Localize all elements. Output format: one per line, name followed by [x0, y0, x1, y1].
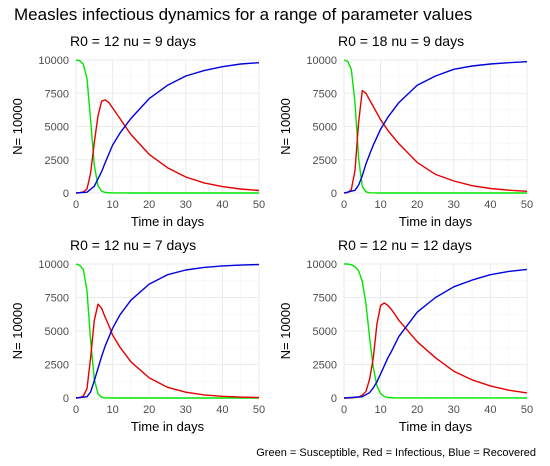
susceptible-line [75, 59, 259, 194]
x-tick-label: 20 [143, 404, 155, 416]
y-tick-label: 0 [63, 393, 69, 405]
panel-title: R0 = 12 nu = 9 days [70, 33, 196, 49]
infectious-line [75, 303, 260, 399]
x-tick-label: 50 [521, 404, 533, 416]
x-tick-label: 30 [448, 199, 460, 211]
x-tick-label: 10 [106, 404, 118, 416]
x-tick-label: 40 [216, 404, 228, 416]
recovered-line [75, 62, 260, 194]
y-tick-label: 5000 [45, 122, 69, 134]
y-tick-label: 7500 [45, 293, 69, 305]
y-tick-label: 10000 [38, 55, 69, 67]
y-tick-label: 0 [331, 188, 337, 200]
x-tick-label: 30 [180, 199, 192, 211]
y-tick-label: 10000 [306, 55, 337, 67]
x-tick-label: 10 [374, 199, 386, 211]
x-tick-label: 50 [253, 199, 265, 211]
x-tick-label: 50 [253, 404, 265, 416]
x-axis-title: Time in days [399, 419, 473, 434]
y-axis-title: N= 10000 [278, 303, 293, 360]
y-tick-label: 7500 [313, 293, 337, 305]
recovered-line [343, 61, 528, 194]
y-tick-label: 2500 [313, 360, 337, 372]
infectious-line [343, 302, 528, 399]
panel-title: R0 = 12 nu = 12 days [338, 237, 472, 253]
infectious-line [343, 89, 528, 194]
y-tick-label: 2500 [313, 155, 337, 167]
x-tick-label: 20 [411, 199, 423, 211]
x-tick-label: 40 [216, 199, 228, 211]
y-tick-label: 0 [331, 393, 337, 405]
recovered-line [343, 268, 528, 399]
x-tick-label: 0 [341, 404, 347, 416]
x-tick-label: 40 [484, 404, 496, 416]
x-tick-label: 40 [484, 199, 496, 211]
x-tick-label: 0 [341, 199, 347, 211]
x-tick-label: 30 [448, 404, 460, 416]
panel-title: R0 = 18 nu = 9 days [338, 33, 464, 49]
y-axis-title: N= 10000 [10, 98, 25, 155]
x-axis-title: Time in days [131, 214, 205, 229]
x-tick-label: 0 [73, 404, 79, 416]
y-axis-title: N= 10000 [278, 98, 293, 155]
y-tick-label: 10000 [306, 259, 337, 271]
x-tick-label: 20 [143, 199, 155, 211]
panel-title: R0 = 12 nu = 7 days [70, 237, 196, 253]
page-title: Measles infectious dynamics for a range … [14, 5, 473, 24]
x-tick-label: 10 [374, 404, 386, 416]
x-tick-label: 0 [73, 199, 79, 211]
y-tick-label: 10000 [38, 259, 69, 271]
y-tick-label: 5000 [313, 326, 337, 338]
infectious-line [75, 99, 260, 194]
y-tick-label: 5000 [313, 122, 337, 134]
x-tick-label: 30 [180, 404, 192, 416]
y-tick-label: 7500 [45, 88, 69, 100]
x-tick-label: 20 [411, 404, 423, 416]
susceptible-line [344, 263, 528, 399]
x-tick-label: 10 [106, 199, 118, 211]
x-tick-label: 50 [521, 199, 533, 211]
y-tick-label: 2500 [45, 155, 69, 167]
y-tick-label: 0 [63, 188, 69, 200]
x-axis-title: Time in days [131, 419, 205, 434]
y-tick-label: 7500 [313, 88, 337, 100]
y-tick-label: 2500 [45, 360, 69, 372]
legend-caption: Green = Susceptible, Red = Infectious, B… [256, 447, 536, 459]
y-axis-title: N= 10000 [10, 303, 25, 360]
x-axis-title: Time in days [399, 214, 473, 229]
recovered-line [75, 263, 260, 399]
susceptible-line [343, 59, 527, 194]
y-tick-label: 5000 [45, 326, 69, 338]
